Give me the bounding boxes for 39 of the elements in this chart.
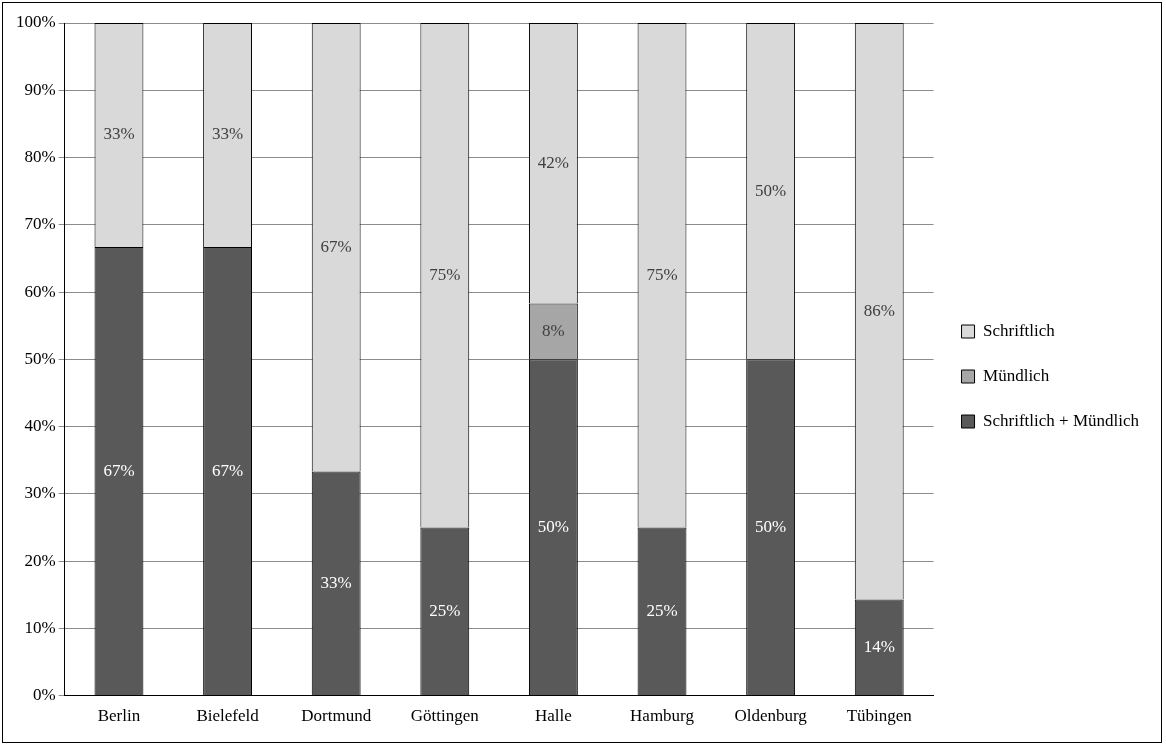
x-tick-label: Berlin: [97, 706, 141, 726]
x-tick-label: Hamburg: [630, 706, 695, 726]
data-label: 75%: [646, 264, 678, 284]
data-label: 50%: [755, 516, 787, 536]
y-tick-label: 70%: [24, 214, 56, 234]
x-tick-label: Tübingen: [846, 706, 913, 726]
y-tick-label: 10%: [24, 617, 56, 637]
data-label: 25%: [646, 600, 678, 620]
x-tick-label: Dortmund: [301, 706, 372, 726]
data-label: 33%: [320, 572, 352, 592]
data-label: 50%: [537, 516, 569, 536]
y-tick-label: 20%: [24, 550, 56, 570]
data-label: 33%: [103, 124, 135, 144]
data-label: 67%: [103, 460, 135, 480]
x-tick-label: Oldenburg: [734, 706, 808, 726]
legend-label: Schriftlich: [983, 320, 1056, 340]
data-label: 67%: [211, 460, 244, 480]
data-label: 75%: [429, 264, 461, 284]
x-tick-label: Bielefeld: [196, 706, 260, 726]
data-label: 25%: [429, 600, 461, 620]
y-tick-label: 0%: [32, 685, 56, 705]
data-label: 33%: [211, 124, 244, 144]
data-label: 14%: [863, 636, 895, 656]
data-label: 50%: [755, 180, 787, 200]
y-tick-label: 40%: [24, 416, 56, 436]
y-tick-label: 80%: [24, 146, 56, 166]
data-label: 86%: [863, 300, 895, 320]
x-tick-label: Göttingen: [410, 706, 480, 726]
y-tick-label: 30%: [24, 483, 56, 503]
legend-label: Schriftlich + Mündlich: [983, 410, 1140, 430]
y-tick-label: 60%: [24, 281, 56, 301]
x-tick-label: Halle: [534, 706, 572, 726]
y-tick-label: 90%: [24, 79, 56, 99]
data-label: 67%: [320, 236, 352, 256]
y-tick-label: 50%: [24, 348, 56, 368]
data-label: 42%: [537, 152, 569, 172]
data-label: 8%: [542, 320, 565, 340]
legend-label: Mündlich: [983, 365, 1050, 385]
y-tick-label: 100%: [15, 12, 56, 32]
